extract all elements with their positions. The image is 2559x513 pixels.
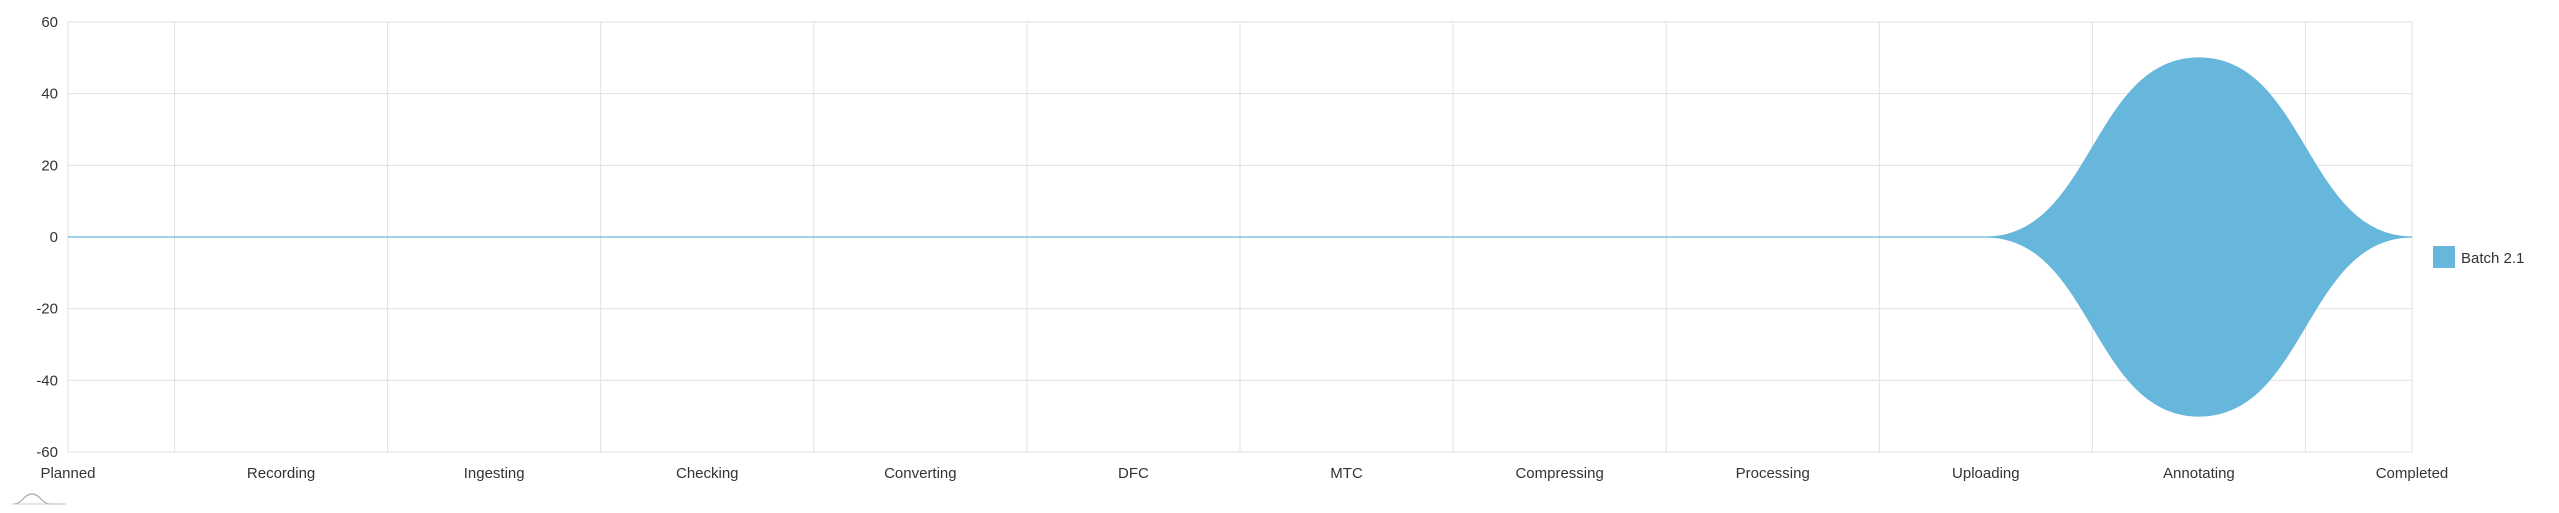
y-tick-label: 60	[41, 14, 58, 31]
x-tick-label: Processing	[1736, 465, 1810, 482]
x-tick-label: DFC	[1118, 465, 1149, 482]
scrollbar-preview-icon[interactable]	[12, 493, 66, 505]
y-tick-label: -40	[36, 372, 58, 389]
x-tick-label: Checking	[676, 465, 739, 482]
x-tick-label: Completed	[2376, 465, 2449, 482]
x-tick-label: Ingesting	[464, 465, 525, 482]
legend-label[interactable]: Batch 2.1	[2461, 250, 2524, 267]
legend[interactable]: Batch 2.1	[2433, 246, 2524, 268]
x-tick-label: Uploading	[1952, 465, 2020, 482]
x-tick-label: Recording	[247, 465, 315, 482]
legend-swatch[interactable]	[2433, 246, 2455, 268]
x-tick-label: Planned	[40, 465, 95, 482]
y-tick-label: 0	[50, 229, 58, 246]
x-tick-label: Converting	[884, 465, 957, 482]
y-tick-label: -20	[36, 301, 58, 318]
x-tick-label: Annotating	[2163, 465, 2235, 482]
x-tick-label: MTC	[1330, 465, 1363, 482]
series-layer	[68, 57, 2413, 417]
y-tick-label: 20	[41, 157, 58, 174]
x-tick-label: Compressing	[1515, 465, 1603, 482]
y-tick-label: -60	[36, 444, 58, 461]
axis-layer: 60 40 20 0 -20 -40 -60 Planned Recording Ingestin…	[36, 14, 2448, 482]
y-tick-label: 40	[41, 86, 58, 103]
